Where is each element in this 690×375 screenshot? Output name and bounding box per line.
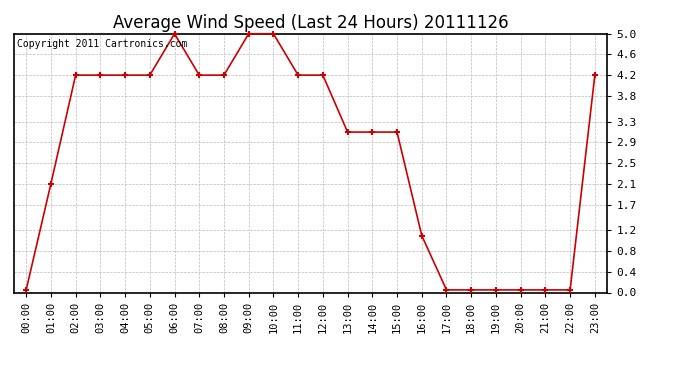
Text: Copyright 2011 Cartronics.com: Copyright 2011 Cartronics.com — [17, 39, 187, 49]
Title: Average Wind Speed (Last 24 Hours) 20111126: Average Wind Speed (Last 24 Hours) 20111… — [112, 14, 509, 32]
